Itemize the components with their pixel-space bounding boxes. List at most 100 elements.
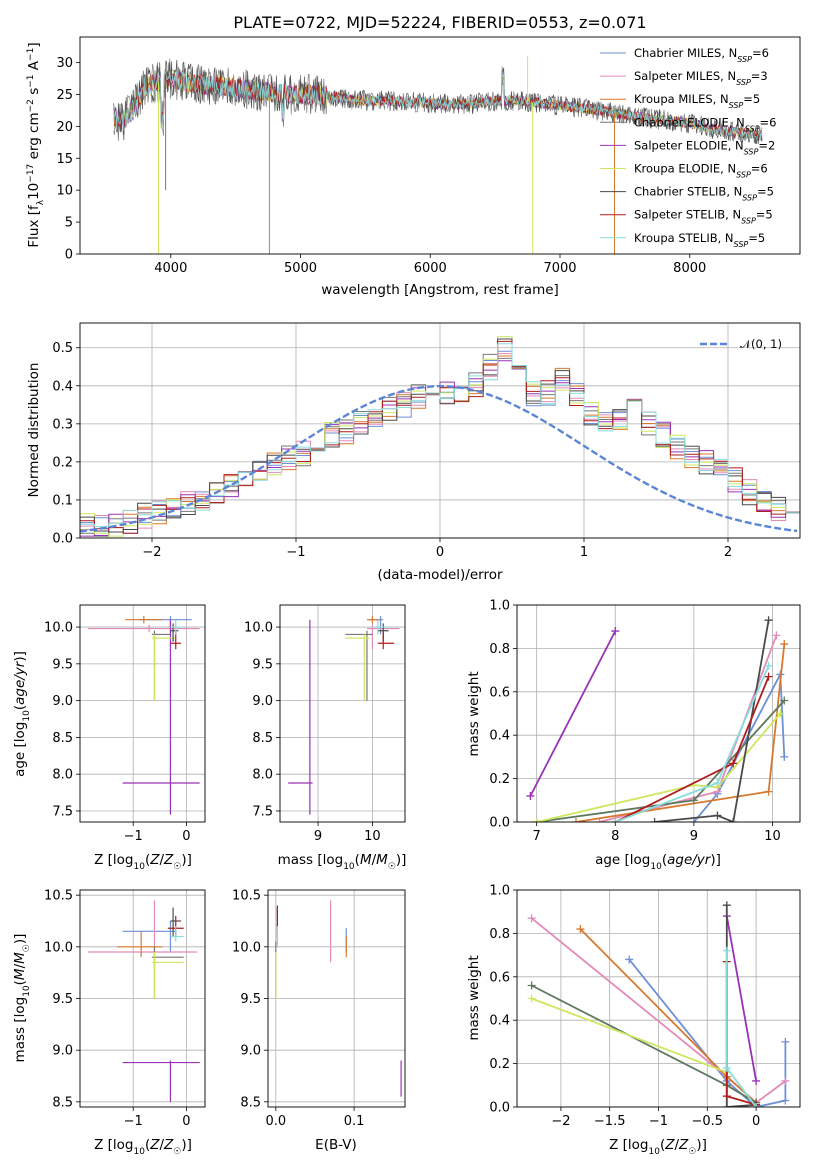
weight_vs_Z-lines [527,901,790,1107]
residuals-ytick-label: 0.2 [52,455,73,470]
spectrum-xtick-label: 4000 [154,261,187,276]
spectrum-legend-label: Salpeter MILES, NSSP=3 [634,69,768,87]
weight_vs_Z-line-chabrier-elodie [531,984,757,1104]
age_vs_Z-frame [79,604,206,823]
weight_vs_age-marker [729,759,738,768]
weight_vs_age-marker [729,818,738,822]
weight_vs_age-marker [713,778,722,787]
mass_vs_Z-xtick-label: −1 [124,1114,143,1129]
spectrum-xtick-label: 6000 [414,261,447,276]
weight_vs_Z-marker [722,1103,731,1107]
weight_vs_age-ytick-label: 0.6 [489,685,510,700]
residuals-axes [76,323,800,542]
residuals-xtick-label: 0 [436,545,444,560]
spectrum-legend-label: Chabrier MILES, NSSP=6 [634,46,769,64]
weight_vs_Z-ytick-label: 0.2 [489,1057,510,1072]
weight_vs_age-line-salpeter-elodie [529,630,617,797]
weight_vs_Z-ytick-label: 1.0 [489,884,510,899]
age_vs_mass-axes [276,605,405,826]
weight_vs_Z-line-salpeter-elodie [725,915,757,1082]
weight_vs_age-marker [650,818,659,822]
weight_vs_Z-marker [527,981,536,990]
spectrum-ylabel: Flux [fλ10−17 erg cm−2 s−1 A−1] [26,42,46,247]
mass_vs_EBV-points [275,900,402,1097]
spectrum-frame [79,36,801,255]
weight_vs_Z-xtick-label: −0.5 [692,1114,724,1129]
age_vs_Z-ytick-label: 9.0 [52,694,73,709]
mass_vs_Z-points [87,900,200,1102]
weight_vs_Z-marker [576,925,585,934]
weight_vs_Z-marker [781,1037,790,1046]
weight_vs_age-marker [764,787,773,796]
weight_vs_Z-xtick-label: 0 [752,1114,760,1129]
mass_vs_Z-ytick-label: 10.0 [44,940,73,955]
weight_vs_age-marker [532,818,541,822]
age_vs_mass-frame [279,604,406,823]
weight_vs_Z-marker [722,901,731,910]
weight_vs_Z-ytick-label: 0.8 [489,927,510,942]
spectrum-ytick-label: 10 [56,184,73,199]
weight_vs_Z-marker [722,1092,731,1101]
residuals-xlabel: (data-model)/error [377,567,503,583]
age_vs_mass-ytick-label: 10.0 [244,621,273,636]
weight_vs_age-ytick-label: 0.0 [489,816,510,831]
weight_vs_age-marker [764,616,773,625]
weight_vs_age-line-chabrier-stelib [654,620,770,822]
residuals-xtick-label: −2 [142,545,161,560]
weight_vs_age-ytick-label: 1.0 [489,599,510,614]
spectrum-axes [76,62,691,258]
residual-hist-kroupa-elodie [80,336,800,537]
mass_vs_EBV-ytick-label: 10.0 [232,940,261,955]
weight_vs_Z-marker [752,1103,761,1107]
age_vs_mass-ytick-label: 8.0 [252,768,273,783]
weight_vs_Z-line-salpeter-stelib [725,961,757,1106]
weight_vs_age-xtick-label: 10 [764,829,781,844]
age_vs_mass-xtick-label: 10 [364,829,381,844]
age_vs_mass-ytick-label: 9.0 [252,694,273,709]
age_vs_Z-points [87,616,200,815]
weight_vs_age-xtick-label: 9 [690,829,698,844]
weight_vs_Z-marker [781,1096,790,1105]
mass-vs-z-xlabel: Z [log10(Z/Z☉)] [94,1137,192,1157]
spectrum-xtick-label: 7000 [543,261,576,276]
age_vs_Z-ytick-label: 8.5 [52,731,73,746]
mass_vs_EBV-ytick-label: 9.0 [240,1044,261,1059]
weight_vs_age-marker [689,818,698,822]
weight_vs_Z-ytick-label: 0.6 [489,970,510,985]
weight_vs_Z-marker [781,1076,790,1085]
age_vs_mass-ytick-label: 9.5 [252,657,273,672]
residuals-ytick-label: 0.3 [52,417,73,432]
weight_vs_Z-marker [527,914,536,923]
weight_vs_age-line-kroupa-elodie [536,712,781,822]
weight_vs_age-marker [713,811,722,820]
spectrum-title: PLATE=0722, MJD=52224, FIBERID=0553, z=0… [233,13,646,32]
mass_vs_Z-xtick-label: 0 [182,1114,190,1129]
mass_vs_Z-frame [79,889,206,1108]
mass_vs_EBV-frame [267,889,406,1108]
spectrum-legend-label: Kroupa MILES, NSSP=5 [634,92,760,110]
residuals-legend-label: 𝒩(0, 1) [740,337,782,351]
age_vs_Z-ytick-label: 9.5 [52,657,73,672]
weight_vs_age-marker [689,796,698,805]
spectrum-legend-label: Salpeter ELODIE, NSSP=2 [634,138,775,156]
spectrum-legend-label: Salpeter STELIB, NSSP=5 [634,208,773,226]
age_vs_Z-ytick-label: 10.0 [44,621,73,636]
weight_vs_age-marker [595,818,604,822]
weight_vs_Z-marker [752,1076,761,1085]
mass_vs_EBV-xtick-label: 0.0 [265,1114,286,1129]
weight_vs_age-xtick-label: 7 [533,829,541,844]
mass_vs_EBV-xtick-label: 0.1 [344,1114,365,1129]
residuals-ytick-label: 0.5 [52,341,73,356]
mass-vs-z-ylabel: mass [log10(M/M☉)] [12,934,32,1063]
weight_vs_age-marker [772,631,781,640]
weight_vs_Z-ytick-label: 0.4 [489,1014,510,1029]
weight-vs-age-xlabel: age [log10(age/yr)] [595,852,721,872]
residuals-frame [79,322,801,539]
weight_vs_age-marker [611,627,620,636]
weight-vs-z-xlabel: Z [log10(Z/Z☉)] [609,1137,707,1157]
weight_vs_age-xtick-label: 8 [611,829,619,844]
spectrum-lines [113,56,763,254]
age_vs_Z-xtick-label: −1 [124,829,143,844]
weight_vs_age-lines [526,616,789,822]
